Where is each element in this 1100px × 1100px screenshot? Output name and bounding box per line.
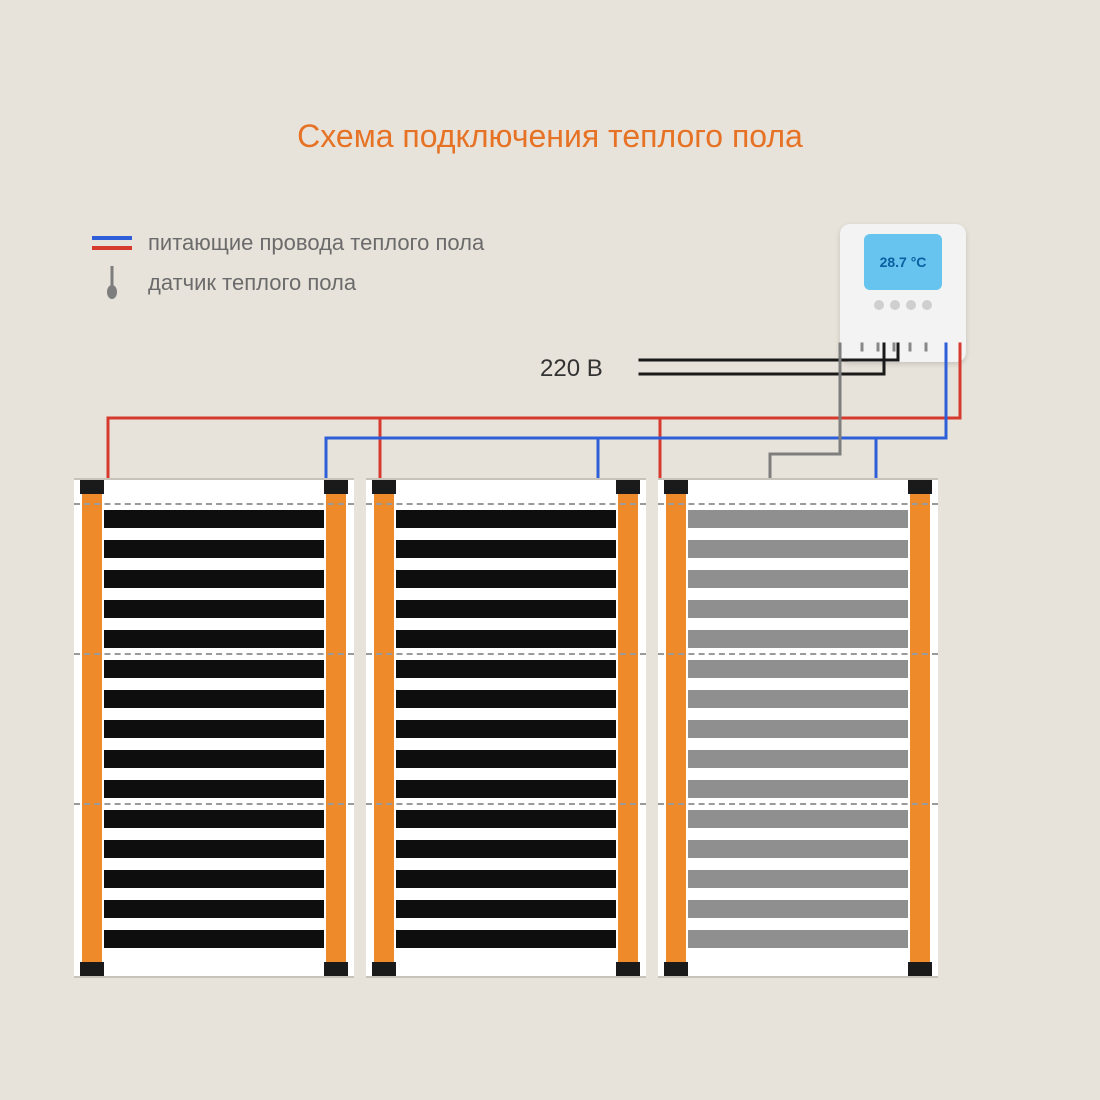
- heating-stripe: [104, 630, 324, 648]
- heating-stripe: [104, 720, 324, 738]
- heating-stripe: [396, 570, 616, 588]
- heating-stripe: [396, 510, 616, 528]
- heating-stripe: [396, 870, 616, 888]
- heating-stripe: [104, 930, 324, 948]
- heating-stripe: [688, 750, 908, 768]
- heating-stripe: [396, 660, 616, 678]
- heating-stripe: [104, 750, 324, 768]
- heating-stripe: [396, 750, 616, 768]
- heating-stripe: [688, 660, 908, 678]
- busbar: [910, 480, 930, 976]
- busbar: [666, 480, 686, 976]
- heating-stripe: [396, 630, 616, 648]
- busbar: [326, 480, 346, 976]
- legend-sensor-label: датчик теплого пола: [148, 270, 356, 296]
- heating-stripe: [104, 690, 324, 708]
- busbar: [82, 480, 102, 976]
- heating-stripe: [688, 900, 908, 918]
- heating-stripe: [396, 840, 616, 858]
- cut-line: [658, 803, 938, 805]
- cut-line: [658, 653, 938, 655]
- heating-stripe: [688, 870, 908, 888]
- thermostat-screen: 28.7 °C: [864, 234, 942, 290]
- heating-stripe: [104, 780, 324, 798]
- wire-pair-icon: [92, 236, 132, 250]
- heating-stripe: [104, 870, 324, 888]
- heating-stripe: [688, 840, 908, 858]
- heating-stripe: [396, 810, 616, 828]
- heating-panel: [74, 478, 354, 978]
- heating-stripe: [104, 510, 324, 528]
- legend-row-wires: питающие провода теплого пола: [92, 230, 484, 256]
- cut-line: [366, 803, 646, 805]
- heating-stripe: [396, 720, 616, 738]
- heating-stripe: [396, 780, 616, 798]
- mains-voltage-label: 220 В: [540, 355, 603, 383]
- cut-line: [74, 803, 354, 805]
- cut-line: [366, 503, 646, 505]
- heating-stripe: [688, 540, 908, 558]
- cut-line: [74, 653, 354, 655]
- heating-panel: [658, 478, 938, 978]
- thermostat: 28.7 °C: [840, 224, 966, 362]
- red-wire-swatch: [92, 246, 132, 250]
- heating-stripe: [104, 540, 324, 558]
- busbar: [618, 480, 638, 976]
- sensor-icon: [92, 266, 132, 300]
- heating-stripe: [104, 600, 324, 618]
- busbar: [374, 480, 394, 976]
- heating-stripe: [396, 540, 616, 558]
- heating-panel: [366, 478, 646, 978]
- heating-stripe: [104, 810, 324, 828]
- cut-line: [74, 503, 354, 505]
- heating-stripe: [688, 510, 908, 528]
- legend-wire-label: питающие провода теплого пола: [148, 230, 484, 256]
- heating-stripe: [688, 810, 908, 828]
- heating-stripe: [688, 780, 908, 798]
- diagram-title: Схема подключения теплого пола: [0, 118, 1100, 155]
- heating-stripe: [104, 840, 324, 858]
- heating-panels: [74, 478, 1026, 978]
- heating-stripe: [104, 660, 324, 678]
- heating-stripe: [688, 930, 908, 948]
- heating-stripe: [688, 600, 908, 618]
- cut-line: [658, 503, 938, 505]
- legend: питающие провода теплого пола датчик теп…: [92, 230, 484, 310]
- heating-stripe: [688, 720, 908, 738]
- heating-stripe: [396, 930, 616, 948]
- blue-wire-swatch: [92, 236, 132, 240]
- heating-stripe: [396, 690, 616, 708]
- heating-stripe: [104, 570, 324, 588]
- heating-stripe: [104, 900, 324, 918]
- thermostat-buttons: [874, 300, 932, 310]
- heating-stripe: [396, 600, 616, 618]
- heating-stripe: [688, 690, 908, 708]
- heating-stripe: [688, 630, 908, 648]
- heating-stripe: [688, 570, 908, 588]
- legend-row-sensor: датчик теплого пола: [92, 266, 484, 300]
- heating-stripe: [396, 900, 616, 918]
- cut-line: [366, 653, 646, 655]
